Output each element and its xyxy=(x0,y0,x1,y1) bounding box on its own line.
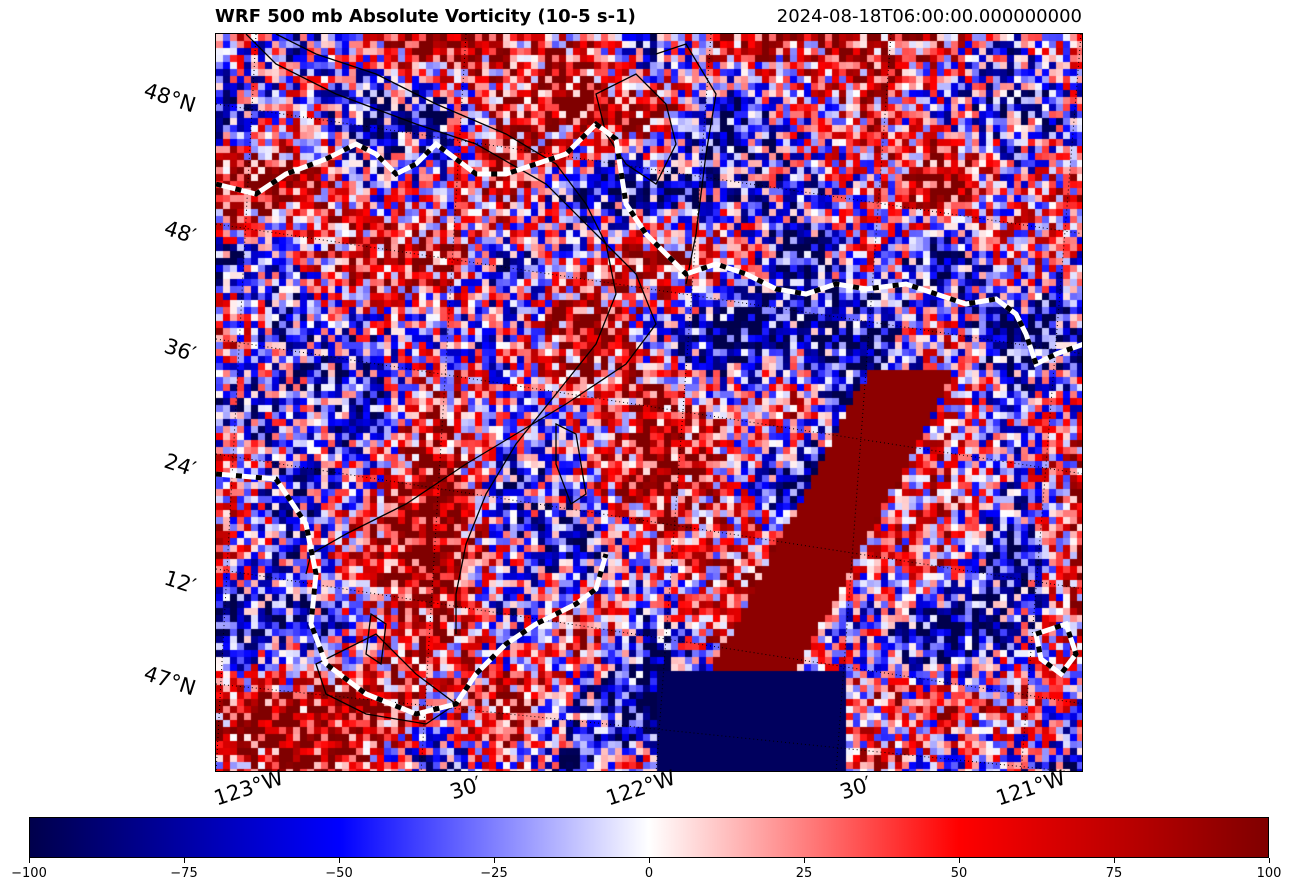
lon-label-121-30: 30′ xyxy=(837,771,875,805)
colorbar-tick xyxy=(184,858,185,863)
colorbar-tick-label: 50 xyxy=(950,866,968,881)
colorbar-tick xyxy=(494,858,495,863)
lat-label-48-48: 48′ xyxy=(161,215,199,249)
colorbar-tick xyxy=(959,858,960,863)
colorbar-tick-label: 25 xyxy=(795,866,813,881)
lon-label-122w: 122°W xyxy=(603,765,679,811)
map-overlay xyxy=(216,34,1082,771)
valid-time: 2024-08-18T06:00:00.000000000 xyxy=(776,6,1082,27)
lon-label-123w: 123°W xyxy=(211,765,287,811)
colorbar-tick xyxy=(804,858,805,863)
vorticity-map[interactable] xyxy=(215,33,1083,772)
colorbar-tick-label: 75 xyxy=(1105,866,1123,881)
colorbar-tick xyxy=(29,858,30,863)
lat-label-47n: 47°N xyxy=(140,661,199,701)
vorticity-field xyxy=(216,34,1082,771)
lat-label-48-12: 12′ xyxy=(161,565,199,599)
lon-label-121w: 121°W xyxy=(993,765,1069,811)
colorbar xyxy=(29,817,1269,858)
coastline xyxy=(245,34,717,725)
colorbar-tick-label: −50 xyxy=(325,866,353,881)
map-title: WRF 500 mb Absolute Vorticity (10-5 s-1) xyxy=(215,6,636,27)
colorbar-tick-label: −75 xyxy=(170,866,198,881)
lat-label-48n: 48°N xyxy=(140,78,199,118)
colorbar-tick xyxy=(1269,858,1270,863)
lat-label-48-36: 36′ xyxy=(161,333,199,367)
colorbar-tick-label: 100 xyxy=(1256,866,1282,881)
colorbar-tick xyxy=(339,858,340,863)
lon-label-122-30: 30′ xyxy=(447,771,485,805)
vorticity-contour xyxy=(216,120,1082,717)
colorbar-tick-label: −100 xyxy=(11,866,47,881)
colorbar-tick xyxy=(649,858,650,863)
gridlines xyxy=(216,34,1082,771)
lat-label-48-24: 24′ xyxy=(161,448,199,482)
colorbar-tick-label: −25 xyxy=(480,866,508,881)
colorbar-tick xyxy=(1114,858,1115,863)
colorbar-tick-label: 0 xyxy=(644,866,654,881)
